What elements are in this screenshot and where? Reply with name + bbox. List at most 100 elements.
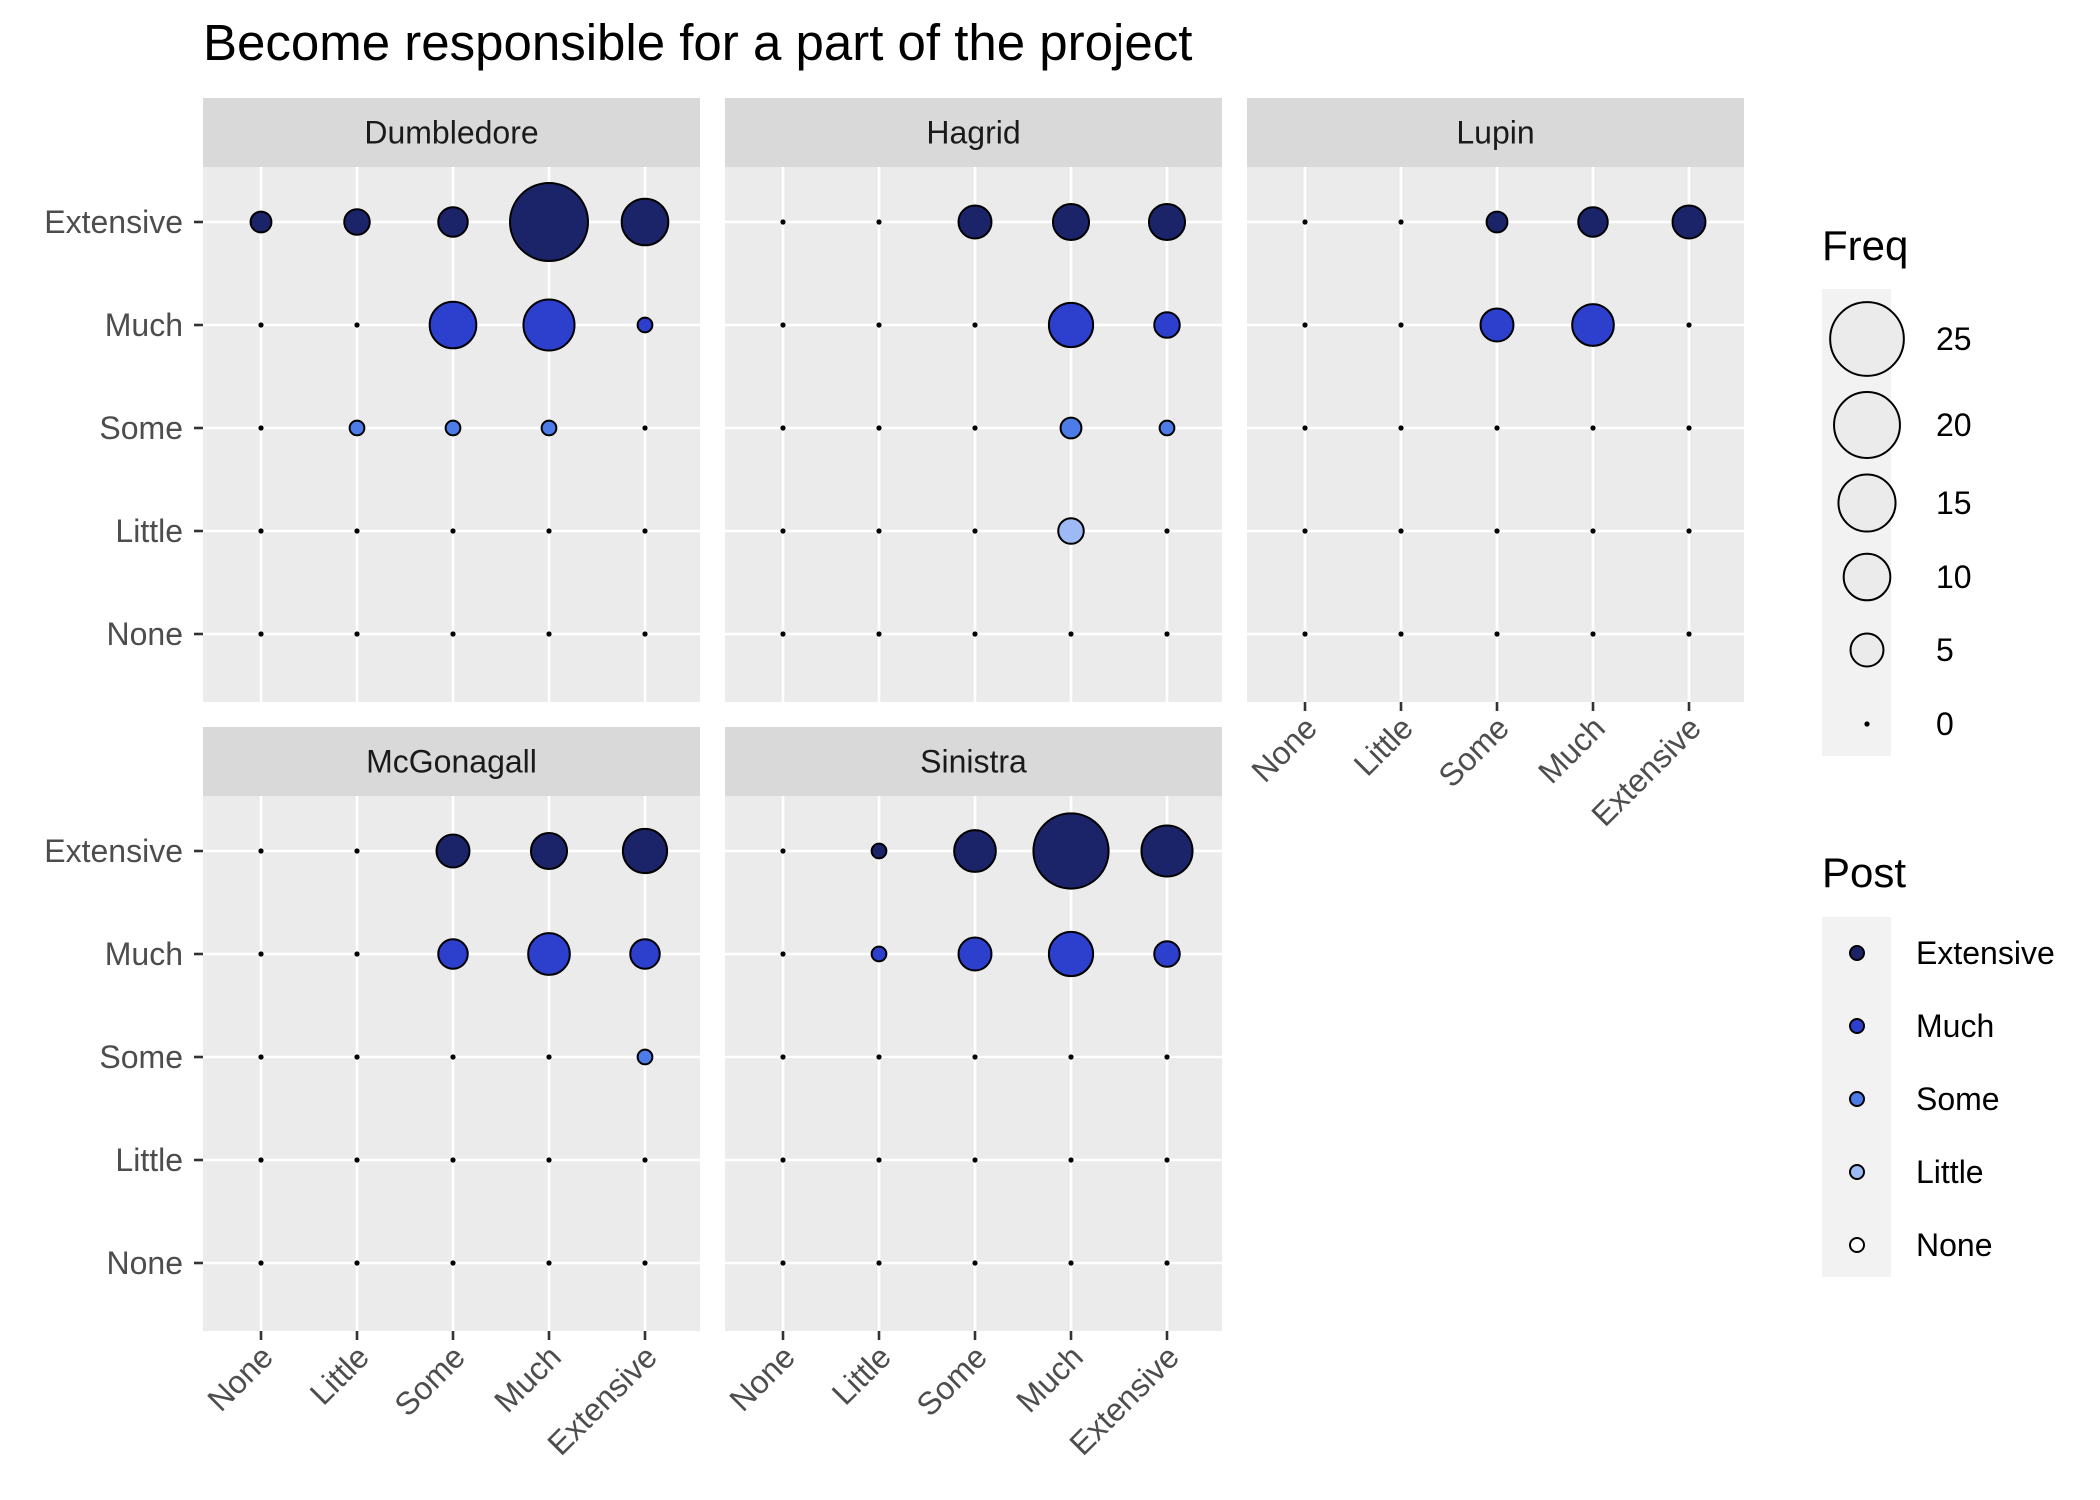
legend-post-key-none (1849, 1237, 1865, 1253)
bubble-none-little-zero (780, 1157, 786, 1163)
facet-panel-mcgonagall: McGonagallNoneLittleSomeMuchExtensiveNon… (44, 727, 700, 1462)
bubble-little-some-zero (354, 1054, 360, 1060)
legend-freq-label-10: 10 (1936, 559, 1972, 595)
bubble-much-extensive (1051, 202, 1091, 242)
x-tick-label: Little (303, 1338, 376, 1411)
facet-panels: DumbledoreNoneLittleSomeMuchExtensiveHag… (44, 98, 1744, 1462)
bubble-much-much (1047, 930, 1095, 978)
bubble-little-none-zero (876, 1260, 882, 1266)
bubble-some-none-zero (972, 631, 978, 637)
bubble-none-little-zero (780, 528, 786, 534)
bubble-some-none-zero (450, 1260, 456, 1266)
legend-freq-label-20: 20 (1936, 407, 1972, 443)
bubble-some-little-zero (450, 528, 456, 534)
bubble-extensive-much (1153, 940, 1181, 968)
facet-strip (725, 98, 1222, 167)
bubble-much-much (1571, 303, 1615, 347)
bubble-much-some (540, 419, 558, 437)
y-tick-label: Much (105, 936, 183, 972)
bubble-extensive-some-zero (642, 425, 648, 431)
bubble-little-some (348, 419, 366, 437)
bubble-some-little-zero (450, 1157, 456, 1163)
bubble-little-little-zero (876, 528, 882, 534)
panel-background (725, 796, 1222, 1331)
bubble-none-little-zero (1302, 528, 1308, 534)
bubble-much-some-zero (1590, 425, 1596, 431)
bubble-extensive-much (1153, 311, 1181, 339)
bubble-none-much-zero (780, 951, 786, 957)
legend-post-key-little (1849, 1164, 1865, 1180)
bubble-some-none-zero (1494, 631, 1500, 637)
bubble-some-some-zero (450, 1054, 456, 1060)
x-tick-label: Some (387, 1338, 472, 1423)
facet-strip (203, 98, 700, 167)
panel-background (203, 796, 700, 1331)
bubble-none-some-zero (258, 425, 264, 431)
bubble-some-much (437, 938, 469, 970)
y-tick-label: Much (105, 307, 183, 343)
bubble-little-none-zero (876, 631, 882, 637)
bubble-some-extensive (435, 833, 471, 869)
bubble-extensive-none-zero (642, 631, 648, 637)
bubble-much-extensive (529, 831, 569, 871)
bubble-some-much (428, 300, 478, 350)
y-tick-label: Extensive (44, 204, 183, 240)
bubble-extensive-some (1158, 419, 1176, 437)
facet-panel-hagrid: Hagrid (725, 98, 1222, 702)
facet-strip-label: McGonagall (366, 744, 537, 780)
facet-panel-dumbledore: Dumbledore None Little Some Much Extensive (44, 98, 700, 702)
legend-post-key-much (1849, 1018, 1865, 1034)
bubble-none-much-zero (1302, 322, 1308, 328)
bubble-some-none-zero (972, 1260, 978, 1266)
x-tick-label: Little (1347, 709, 1420, 782)
bubble-little-little-zero (1398, 528, 1404, 534)
legend-title-freq: Freq (1822, 222, 1908, 269)
bubble-some-little-zero (1494, 528, 1500, 534)
y-tick-label: None (107, 616, 184, 652)
bubble-extensive-little-zero (1164, 1157, 1170, 1163)
facet-strip (1247, 98, 1744, 167)
bubble-extensive-extensive (1671, 204, 1707, 240)
y-tick-label: Some (99, 410, 183, 446)
bubble-some-extensive (957, 204, 993, 240)
legend: Freq 25 20 15 10 5 0 Post Extensive Much Some Littl… (1822, 222, 2055, 1277)
y-tick-label: None (107, 1245, 184, 1281)
bubble-some-some-zero (972, 1054, 978, 1060)
bubble-extensive-none-zero (1164, 631, 1170, 637)
legend-freq-label-25: 25 (1936, 321, 1972, 357)
bubble-none-extensive-zero (1302, 219, 1308, 225)
bubble-some-extensive (1485, 210, 1509, 234)
bubble-extensive-extensive (621, 827, 669, 875)
bubble-none-extensive-zero (258, 848, 264, 854)
bubble-extensive-none-zero (1686, 631, 1692, 637)
bubble-none-none-zero (780, 1260, 786, 1266)
bubble-some-little-zero (972, 528, 978, 534)
bubble-little-extensive (343, 208, 371, 236)
bubble-extensive-extensive (620, 197, 670, 247)
bubble-much-extensive (509, 182, 589, 262)
panel-background (725, 167, 1222, 702)
bubble-none-little-zero (258, 1157, 264, 1163)
bubble-extensive-extensive (1147, 202, 1187, 242)
bubble-none-extensive (249, 210, 273, 234)
bubble-little-much-zero (354, 951, 360, 957)
bubble-some-much-zero (972, 322, 978, 328)
facet-strip-label: Dumbledore (364, 115, 538, 151)
bubble-little-little-zero (354, 1157, 360, 1163)
x-tick-label: Some (909, 1338, 994, 1423)
bubble-much-little-zero (1068, 1157, 1074, 1163)
bubble-some-extensive (953, 829, 997, 873)
bubble-none-much-zero (780, 322, 786, 328)
bubble-none-much-zero (258, 322, 264, 328)
bubble-little-extensive-zero (1398, 219, 1404, 225)
x-tick-label: Much (487, 1338, 568, 1419)
legend-freq-key-5 (1849, 632, 1885, 668)
facet-strip (725, 727, 1222, 796)
legend-post-label-none: None (1916, 1227, 1993, 1263)
bubble-much-none-zero (1068, 631, 1074, 637)
legend-post-key-extensive (1849, 945, 1865, 961)
bubble-little-none-zero (354, 1260, 360, 1266)
bubble-little-little-zero (354, 528, 360, 534)
